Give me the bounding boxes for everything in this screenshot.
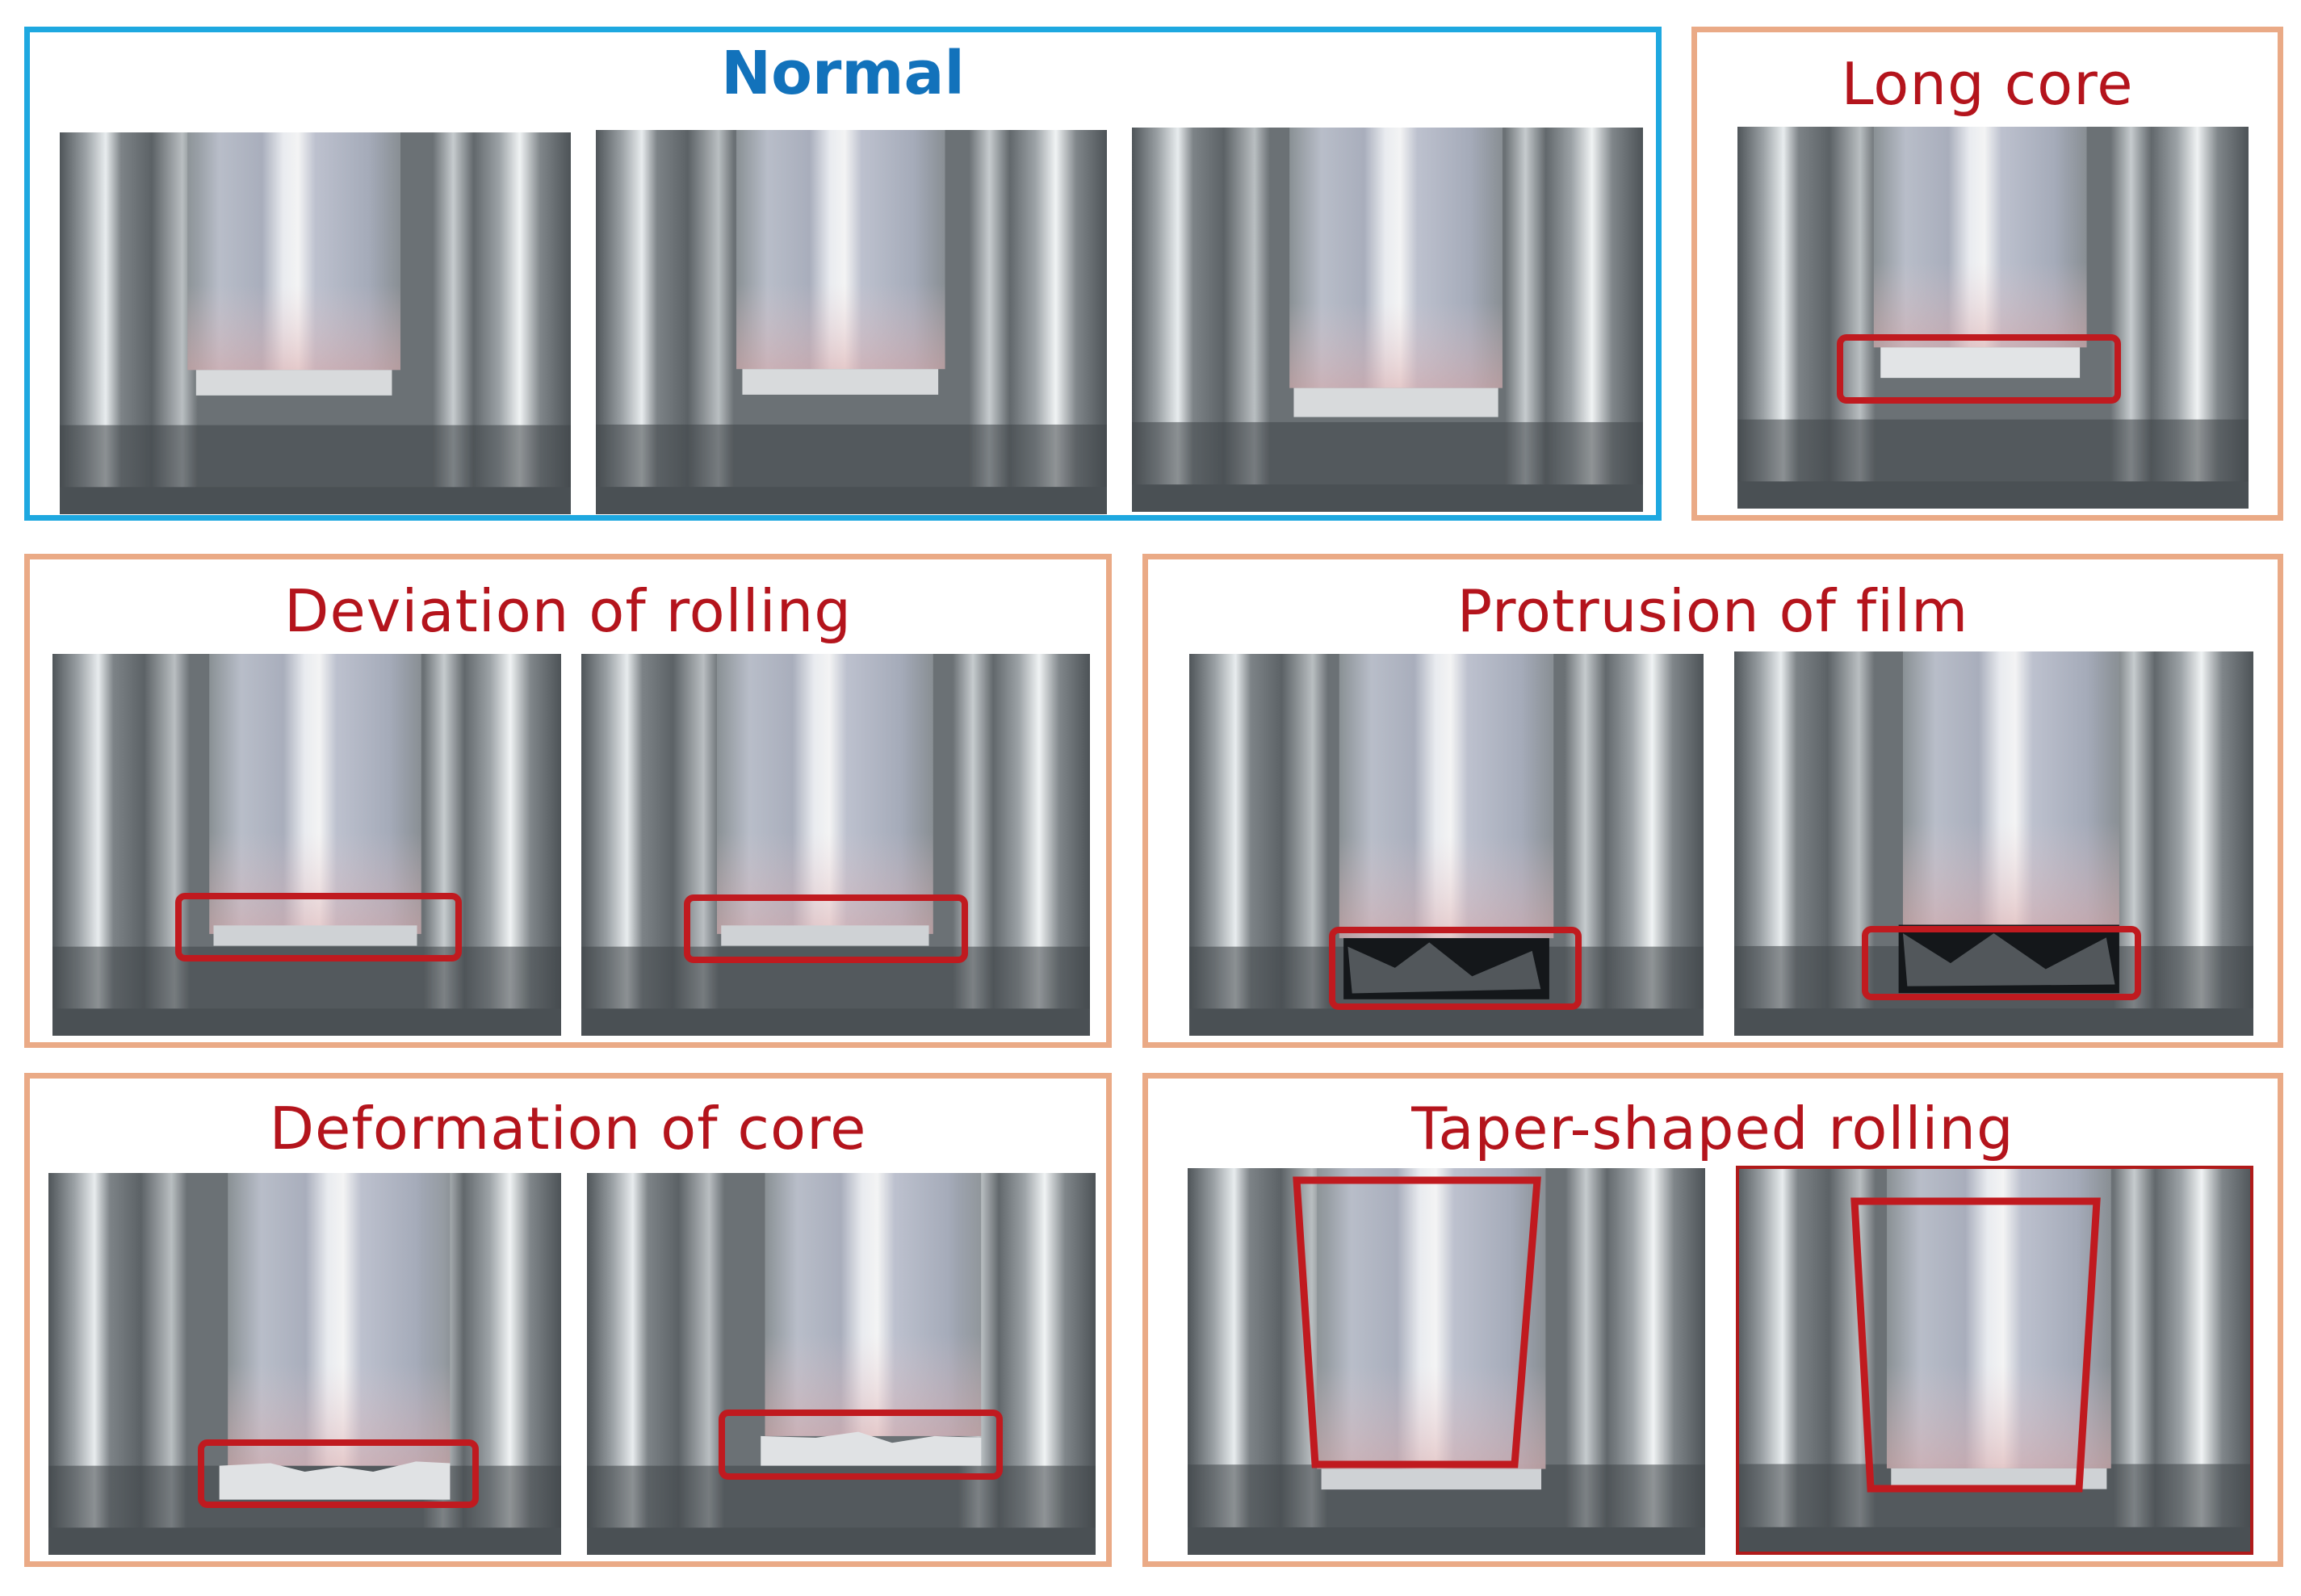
photo-normal-3 [1132, 128, 1643, 512]
panel-title-deviation-of-rolling: Deviation of rolling [284, 577, 852, 645]
panel-title-protrusion-of-film: Protrusion of film [1456, 577, 1969, 645]
highlight-box [175, 893, 462, 961]
photo-deformation-of-core-2 [587, 1173, 1096, 1555]
panel-long-core: Long core [1691, 27, 2283, 521]
highlight-box [684, 894, 968, 963]
panel-title-normal: Normal [721, 39, 965, 108]
panel-title-long-core: Long core [1841, 50, 2134, 118]
panel-title-taper-shaped-rolling: Taper-shaped rolling [1411, 1095, 2014, 1162]
photo-deformation-of-core-1 [48, 1173, 561, 1555]
highlight-box [1850, 1197, 2101, 1493]
highlight-box [1837, 334, 2121, 404]
panel-normal: Normal [24, 27, 1662, 521]
photo-normal-2 [596, 130, 1107, 514]
highlight-box [198, 1439, 479, 1508]
photo-taper-shaped-rolling-1 [1188, 1168, 1705, 1555]
panel-deviation-of-rolling: Deviation of rolling [24, 554, 1112, 1048]
photo-long-core-1 [1737, 127, 2249, 509]
panel-title-deformation-of-core: Deformation of core [269, 1095, 867, 1162]
highlight-box [719, 1410, 1003, 1480]
panel-taper-shaped-rolling: Taper-shaped rolling [1142, 1073, 2283, 1567]
highlight-box [1293, 1176, 1541, 1468]
highlight-box [1862, 926, 2141, 1000]
panel-deformation-of-core: Deformation of core [24, 1073, 1112, 1567]
photo-taper-shaped-rolling-2 [1736, 1166, 2253, 1555]
photo-deviation-of-rolling-2 [581, 654, 1090, 1036]
photo-protrusion-of-film-2 [1734, 651, 2253, 1036]
photo-protrusion-of-film-1 [1189, 654, 1704, 1036]
panel-protrusion-of-film: Protrusion of film [1142, 554, 2283, 1048]
photo-deviation-of-rolling-1 [52, 654, 561, 1036]
photo-normal-1 [60, 132, 571, 514]
highlight-box [1329, 927, 1582, 1010]
